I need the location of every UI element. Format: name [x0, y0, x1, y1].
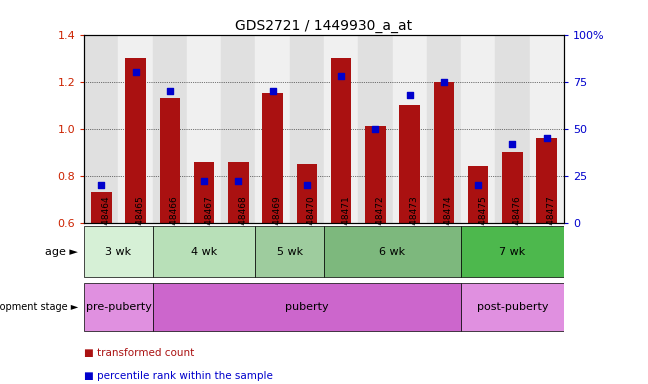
Bar	[427, 35, 461, 223]
Text: GSM148476: GSM148476	[513, 195, 522, 250]
Bar	[91, 192, 111, 223]
Text: GSM148464: GSM148464	[101, 195, 110, 250]
Point	[165, 88, 175, 94]
Text: GSM148474: GSM148474	[444, 195, 453, 250]
Text: 7 wk: 7 wk	[499, 247, 526, 257]
Bar	[324, 35, 358, 223]
Text: GSM148468: GSM148468	[238, 195, 248, 250]
Bar	[187, 35, 221, 223]
Text: GSM148465: GSM148465	[135, 195, 145, 250]
Bar	[461, 35, 495, 223]
Bar	[461, 226, 564, 277]
Bar	[393, 35, 427, 223]
Text: pre-puberty: pre-puberty	[86, 302, 152, 312]
Text: age ►: age ►	[45, 247, 78, 257]
Point	[302, 182, 312, 188]
Bar	[331, 58, 351, 223]
Bar	[262, 93, 283, 223]
Point	[336, 73, 346, 79]
Point	[233, 178, 244, 184]
Bar	[255, 226, 324, 277]
Point	[439, 79, 449, 85]
Text: GSM148473: GSM148473	[410, 195, 419, 250]
Text: puberty: puberty	[285, 302, 329, 312]
Bar	[221, 35, 255, 223]
Bar	[153, 226, 255, 277]
Text: GSM148472: GSM148472	[375, 195, 384, 250]
Bar	[119, 35, 153, 223]
Bar	[125, 58, 146, 223]
Bar	[495, 35, 529, 223]
Point	[96, 182, 106, 188]
Bar	[297, 164, 317, 223]
Bar	[290, 35, 324, 223]
Bar	[468, 166, 489, 223]
Text: ■ transformed count: ■ transformed count	[84, 348, 194, 358]
Text: GSM148470: GSM148470	[307, 195, 316, 250]
Point	[130, 69, 141, 75]
Point	[370, 126, 380, 132]
Bar	[502, 152, 523, 223]
Bar	[324, 226, 461, 277]
Bar	[365, 126, 386, 223]
Bar	[228, 162, 249, 223]
Bar	[529, 35, 564, 223]
Bar	[537, 138, 557, 223]
Bar	[153, 35, 187, 223]
Text: 3 wk: 3 wk	[106, 247, 132, 257]
Text: GSM148471: GSM148471	[341, 195, 350, 250]
Point	[199, 178, 209, 184]
Text: 6 wk: 6 wk	[380, 247, 406, 257]
Point	[404, 92, 415, 98]
Bar	[461, 283, 564, 331]
Text: GSM148477: GSM148477	[547, 195, 555, 250]
Text: 4 wk: 4 wk	[191, 247, 217, 257]
Point	[507, 141, 518, 147]
Bar	[255, 35, 290, 223]
Bar	[399, 105, 420, 223]
Point	[473, 182, 483, 188]
Bar	[358, 35, 393, 223]
Text: ■ percentile rank within the sample: ■ percentile rank within the sample	[84, 371, 273, 381]
Bar	[153, 283, 461, 331]
Point	[542, 135, 552, 141]
Text: GDS2721 / 1449930_a_at: GDS2721 / 1449930_a_at	[235, 19, 413, 33]
Bar	[194, 162, 214, 223]
Text: post-puberty: post-puberty	[477, 302, 548, 312]
Bar	[84, 283, 153, 331]
Text: GSM148466: GSM148466	[170, 195, 179, 250]
Bar	[84, 226, 153, 277]
Text: development stage ►: development stage ►	[0, 302, 78, 312]
Text: GSM148469: GSM148469	[273, 195, 282, 250]
Bar	[159, 98, 180, 223]
Point	[268, 88, 278, 94]
Text: 5 wk: 5 wk	[277, 247, 303, 257]
Text: GSM148475: GSM148475	[478, 195, 487, 250]
Text: GSM148467: GSM148467	[204, 195, 213, 250]
Bar	[84, 35, 119, 223]
Bar	[434, 82, 454, 223]
